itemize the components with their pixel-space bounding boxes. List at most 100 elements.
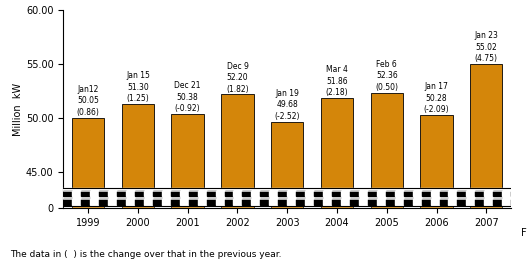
Bar xyxy=(368,199,377,205)
Bar xyxy=(260,199,269,205)
Bar xyxy=(413,199,422,205)
Bar xyxy=(126,199,135,205)
Bar xyxy=(198,191,207,196)
Bar xyxy=(520,199,527,205)
Bar xyxy=(269,199,278,205)
Bar xyxy=(287,199,296,205)
Bar xyxy=(189,199,198,205)
Bar xyxy=(225,199,233,205)
Bar xyxy=(198,199,207,205)
Bar xyxy=(189,191,198,196)
Bar xyxy=(108,191,117,196)
Bar xyxy=(484,199,493,205)
Bar xyxy=(90,191,99,196)
Bar xyxy=(323,199,332,205)
Bar xyxy=(72,118,104,208)
Text: Jan 15
51.30
(1.25): Jan 15 51.30 (1.25) xyxy=(126,72,150,103)
Bar xyxy=(144,199,153,205)
Bar xyxy=(153,199,162,205)
Bar xyxy=(470,64,502,208)
Bar xyxy=(162,191,171,196)
Bar xyxy=(431,191,440,196)
Bar xyxy=(448,191,457,196)
Bar xyxy=(287,191,296,196)
Bar xyxy=(359,199,368,205)
Text: Mar 4
51.86
(2.18): Mar 4 51.86 (2.18) xyxy=(326,66,348,97)
Bar xyxy=(440,191,448,196)
Bar xyxy=(171,199,180,205)
Bar xyxy=(341,199,350,205)
Bar xyxy=(350,199,359,205)
Bar xyxy=(321,98,353,208)
Bar xyxy=(296,191,305,196)
Bar xyxy=(99,199,108,205)
Bar xyxy=(153,191,162,196)
Bar xyxy=(332,199,341,205)
Bar xyxy=(421,115,453,208)
Bar xyxy=(511,199,520,205)
Bar xyxy=(242,199,251,205)
Bar xyxy=(493,191,502,196)
Bar xyxy=(332,191,341,196)
Bar xyxy=(493,199,502,205)
Bar xyxy=(377,199,386,205)
Y-axis label: Million  kW: Million kW xyxy=(13,83,23,136)
Bar xyxy=(305,199,314,205)
Bar xyxy=(404,191,413,196)
Bar xyxy=(457,191,466,196)
Bar xyxy=(422,191,431,196)
Bar xyxy=(395,191,404,196)
Bar xyxy=(81,191,90,196)
Bar xyxy=(466,191,475,196)
Bar xyxy=(466,199,475,205)
Bar xyxy=(233,199,242,205)
Bar xyxy=(207,191,216,196)
Bar xyxy=(90,199,99,205)
Bar xyxy=(162,199,171,205)
Bar xyxy=(314,199,323,205)
Bar xyxy=(511,191,520,196)
Bar xyxy=(484,191,493,196)
Bar xyxy=(99,191,108,196)
Bar xyxy=(404,199,413,205)
Bar xyxy=(207,199,216,205)
Bar xyxy=(413,191,422,196)
Bar xyxy=(135,199,144,205)
Text: Jan 17
50.28
(-2.09): Jan 17 50.28 (-2.09) xyxy=(424,82,450,114)
Bar xyxy=(72,199,81,205)
Bar xyxy=(126,191,135,196)
Bar xyxy=(171,114,204,208)
Bar xyxy=(359,191,368,196)
Text: Dec 9
52.20
(1.82): Dec 9 52.20 (1.82) xyxy=(226,62,249,94)
Bar xyxy=(117,199,126,205)
Bar xyxy=(350,191,359,196)
Bar xyxy=(180,199,189,205)
Bar xyxy=(108,199,117,205)
Bar xyxy=(395,199,404,205)
Bar xyxy=(216,191,225,196)
Bar xyxy=(117,191,126,196)
Text: Dec 21
50.38
(-0.92): Dec 21 50.38 (-0.92) xyxy=(174,81,201,113)
Bar xyxy=(475,199,484,205)
Text: Jan 19
49.68
(-2.52): Jan 19 49.68 (-2.52) xyxy=(275,89,300,121)
Text: Jan12
50.05
(0.86): Jan12 50.05 (0.86) xyxy=(77,85,100,117)
Bar xyxy=(448,199,457,205)
Bar xyxy=(368,191,377,196)
Bar xyxy=(242,191,251,196)
Bar xyxy=(72,191,81,196)
Bar xyxy=(271,122,304,208)
Bar xyxy=(269,191,278,196)
Bar xyxy=(314,191,323,196)
Bar xyxy=(502,199,511,205)
Bar xyxy=(171,191,180,196)
Text: Jan 23
55.02
(4.75): Jan 23 55.02 (4.75) xyxy=(474,31,498,63)
Bar xyxy=(278,191,287,196)
Bar xyxy=(440,199,448,205)
Bar xyxy=(475,191,484,196)
Bar xyxy=(431,199,440,205)
Bar xyxy=(386,199,395,205)
Bar xyxy=(520,191,527,196)
Bar xyxy=(296,199,305,205)
Bar xyxy=(63,191,72,196)
Bar xyxy=(502,191,511,196)
